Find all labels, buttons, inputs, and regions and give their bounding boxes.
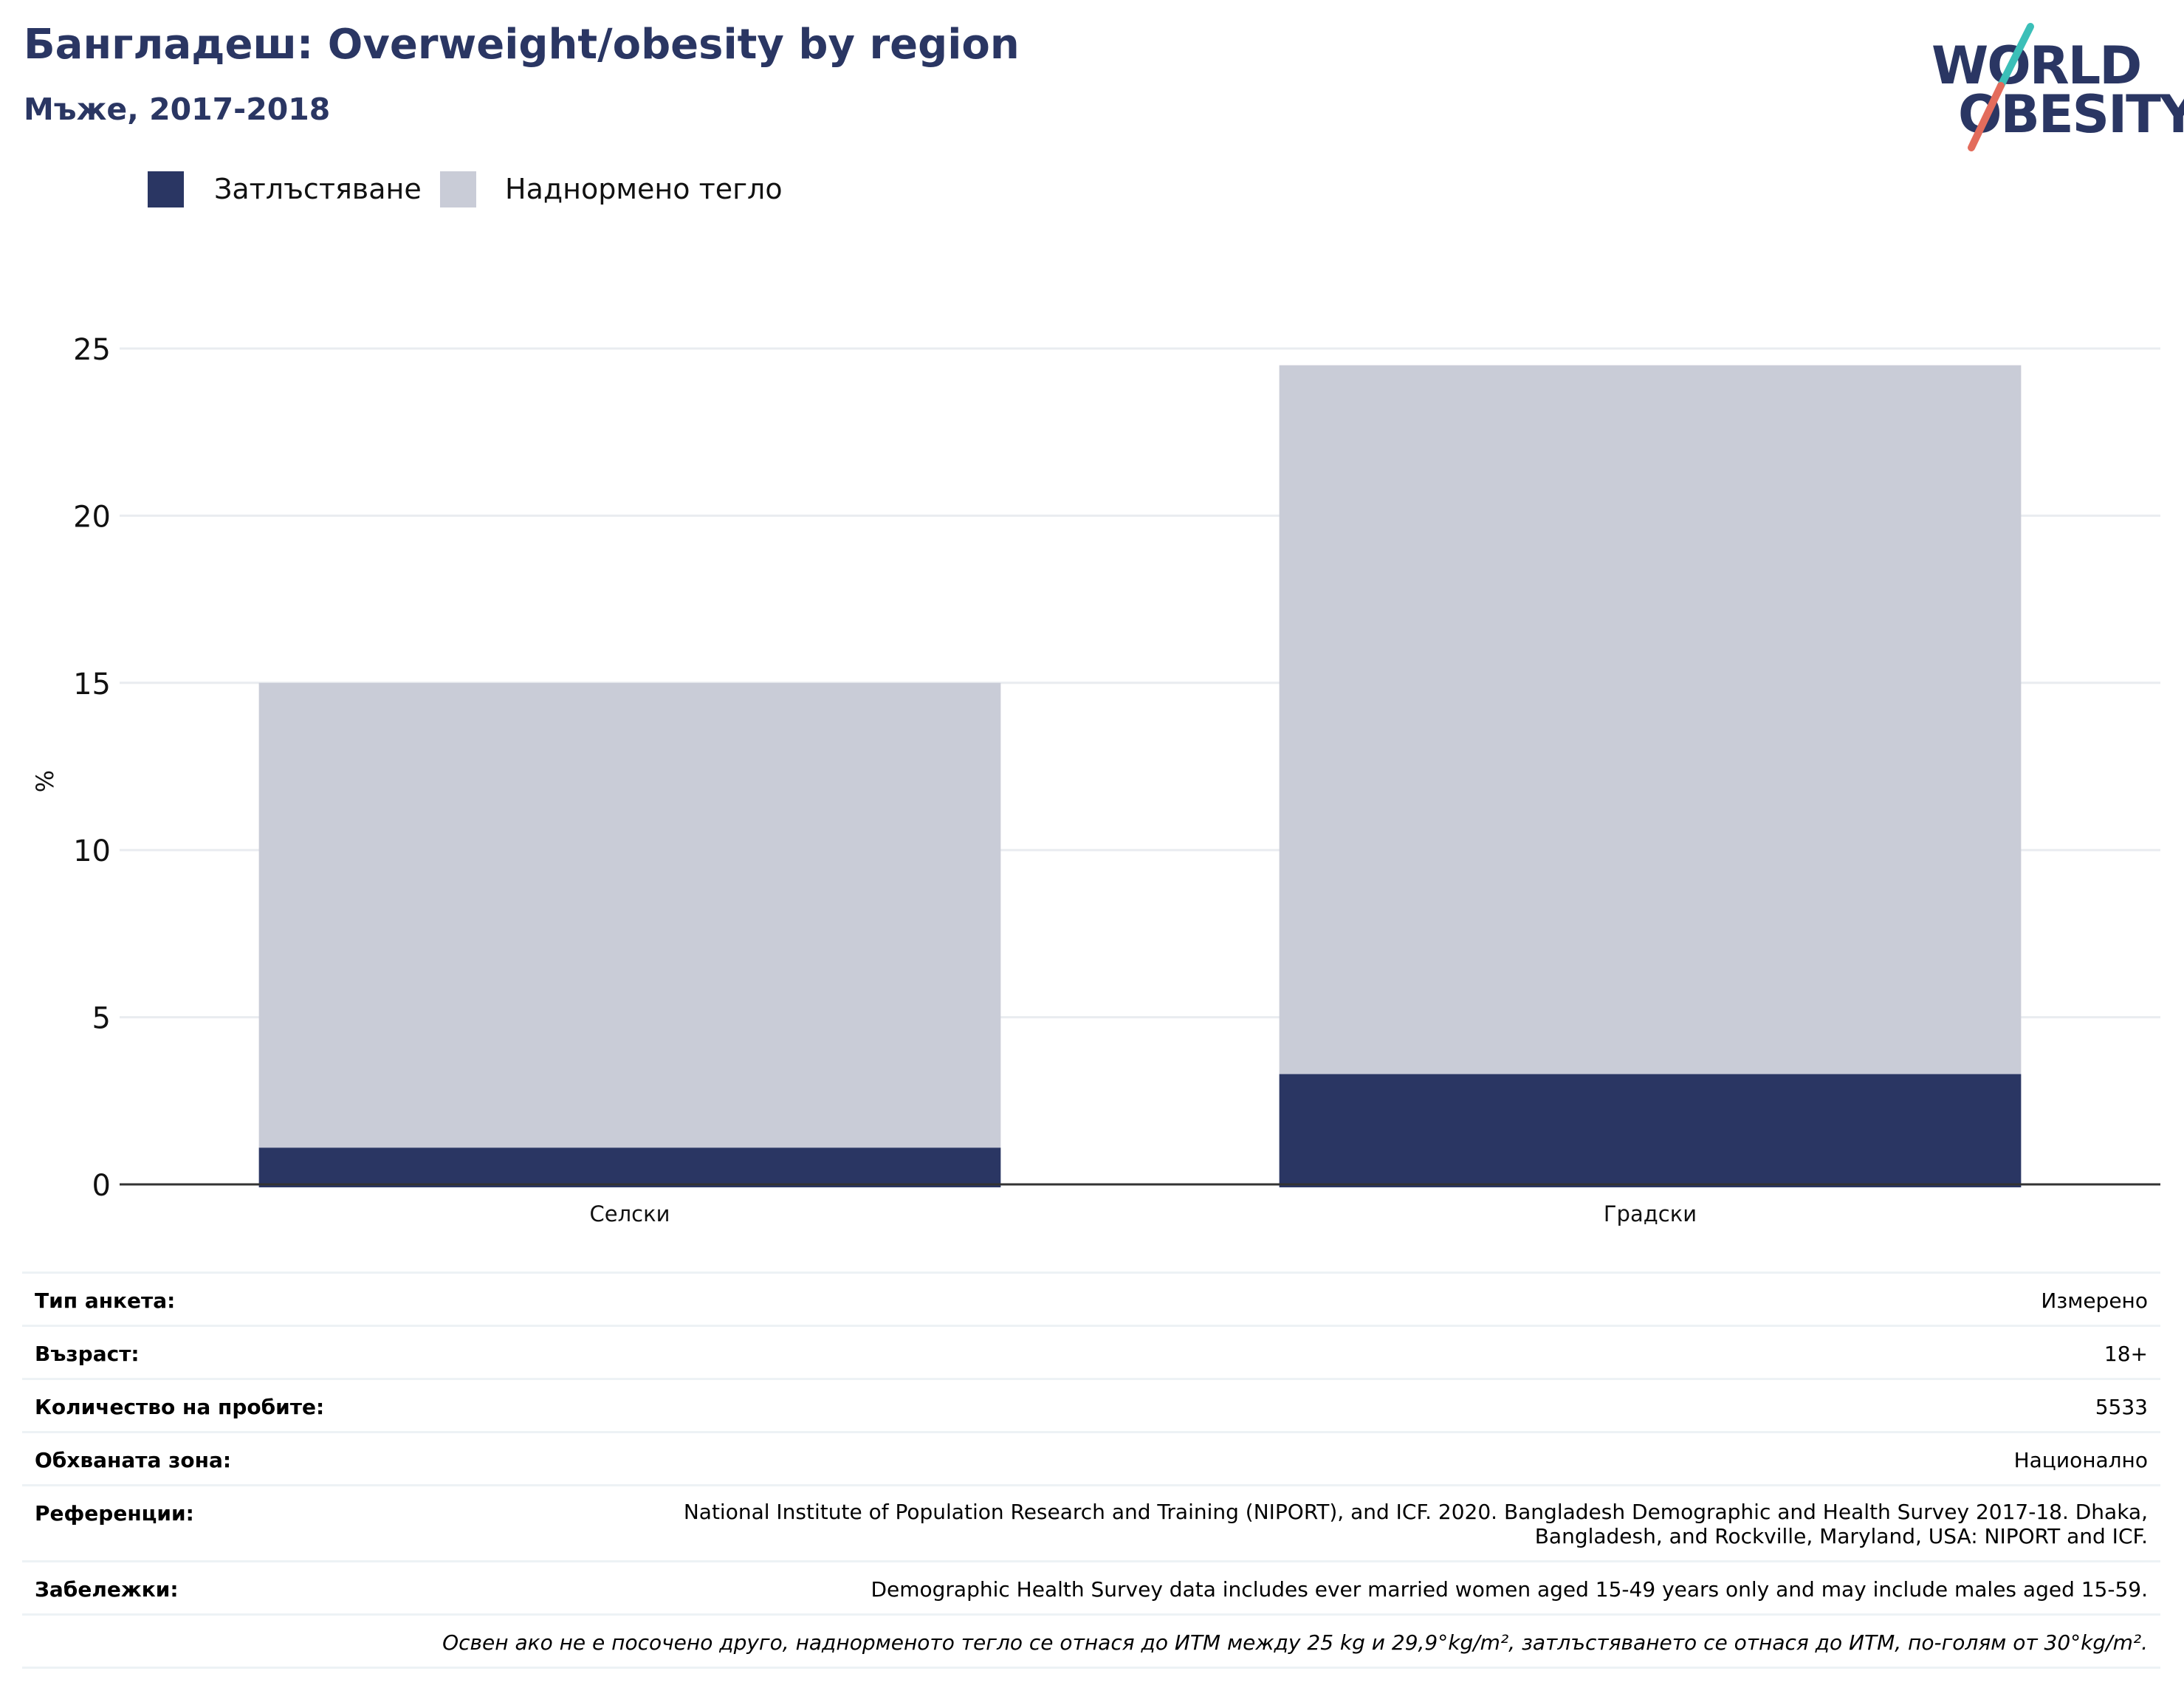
y-tick-label-15: 15: [73, 668, 111, 701]
survey-details-table: Тип анкета: Измерено Възраст: 18+ Количе…: [22, 1272, 2160, 1669]
y-axis-label: %: [31, 770, 59, 792]
sample-size-value: 5533: [2095, 1395, 2148, 1419]
y-tick-label-25: 25: [73, 333, 111, 367]
meta-row-notes: Забележки: Demographic Health Survey dat…: [22, 1560, 2160, 1613]
chart-title: Бангладеш: Overweight/obesity by region: [24, 21, 1020, 69]
coverage-value: Национално: [2013, 1448, 2148, 1472]
meta-row-footnote: Освен ако не е посочено друго, наднормен…: [22, 1613, 2160, 1667]
y-tick-label-0: 0: [92, 1169, 111, 1203]
references-label: Референции:: [35, 1501, 194, 1526]
notes-label: Забележки:: [35, 1577, 179, 1602]
bar-overweight-0: [258, 682, 1001, 1148]
meta-row-survey-type: Тип анкета: Измерено: [22, 1272, 2160, 1325]
coverage-label: Обхваната зона:: [35, 1448, 232, 1472]
legend-swatch-obesity: [148, 171, 184, 207]
chart-subtitle: Мъже, 2017-2018: [24, 92, 331, 127]
notes-value: Demographic Health Survey data includes …: [870, 1577, 2148, 1602]
age-label: Възраст:: [35, 1342, 140, 1366]
y-tick-label-20: 20: [73, 500, 111, 534]
age-value: 18+: [2104, 1342, 2148, 1366]
survey-type-label: Тип анкета:: [35, 1288, 176, 1313]
y-tick-label-10: 10: [73, 834, 111, 868]
logo-slash-icon: [1968, 23, 2034, 151]
table-bottom-border: [22, 1667, 2160, 1669]
references-line-1: National Institute of Population Researc…: [683, 1500, 2148, 1524]
x-tick-label-0: Селски: [590, 1201, 670, 1226]
y-tick-label-5: 5: [92, 1002, 111, 1036]
legend-label-obesity: Затлъстяване: [214, 173, 422, 205]
legend-swatch-overweight: [440, 171, 476, 207]
legend-label-overweight: Наднормено тегло: [505, 173, 783, 205]
world-obesity-logo: WORLD OBESITY: [1920, 21, 2184, 154]
meta-row-age: Възраст: 18+: [22, 1325, 2160, 1378]
references-value: National Institute of Population Researc…: [523, 1500, 2148, 1548]
meta-row-sample-size: Количество на пробите: 5533: [22, 1378, 2160, 1431]
bar-obesity-0: [258, 1147, 1001, 1187]
definition-footnote: Освен ако не е посочено друго, наднормен…: [442, 1630, 2148, 1655]
bar-overweight-1: [1279, 365, 2022, 1074]
x-tick-label-1: Градски: [1604, 1201, 1697, 1226]
meta-row-coverage: Обхваната зона: Национално: [22, 1431, 2160, 1484]
logo-line-1: WORLD: [1931, 35, 2142, 96]
meta-row-references: Референции: National Institute of Popula…: [22, 1484, 2160, 1560]
survey-type-value: Измерено: [2041, 1288, 2148, 1313]
sample-size-label: Количество на пробите:: [35, 1395, 325, 1419]
references-line-2: Bangladesh, and Rockville, Maryland, USA…: [1534, 1524, 2148, 1548]
bar-obesity-1: [1279, 1074, 2022, 1187]
bar-chart: 0 5 10 15 20 25% Селски Градски: [31, 333, 2160, 1226]
